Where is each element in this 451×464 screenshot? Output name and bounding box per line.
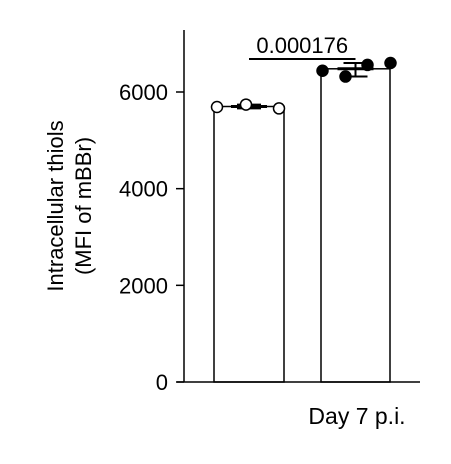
data-point-1-3: [272, 102, 286, 115]
data-point-2-1: [316, 64, 329, 77]
data-point-2-3: [361, 58, 374, 72]
data-point-1-1: [210, 100, 224, 114]
y-tick-label-4000: 4000: [119, 177, 168, 202]
y-tick-label-6000: 6000: [119, 80, 168, 105]
p-value-label: 0.000176: [256, 33, 348, 58]
data-point-2-2: [339, 70, 352, 83]
y-axis-title-line-2: (MFI of mBBr): [71, 137, 96, 275]
data-point-2-4: [384, 56, 397, 70]
x-axis-title: Day 7 p.i.: [308, 403, 405, 429]
bar-2: [320, 68, 391, 383]
bar-1: [213, 105, 285, 383]
y-axis-title-line-1: Intracellular thiols: [43, 120, 68, 291]
y-tick-label-2000: 2000: [119, 273, 168, 298]
data-point-1-2: [239, 98, 253, 111]
y-tick-label-0: 0: [156, 370, 168, 395]
y-axis-title: Intracellular thiols (MFI of mBBr): [43, 120, 96, 291]
